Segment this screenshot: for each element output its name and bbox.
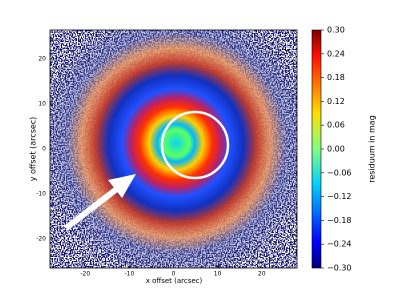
x-axis-label: x offset (arcsec) [146, 277, 203, 285]
arrow [64, 174, 136, 231]
colorbar-label: residuum in mag [368, 115, 377, 183]
colorbar-tick-label: −0.12 [327, 192, 352, 201]
y-tick-label: -10 [36, 190, 46, 197]
y-tick-label: 0 [42, 146, 46, 153]
colorbar-tick-label: 0.00 [327, 145, 345, 154]
colorbar-tick-label: 0.24 [327, 49, 345, 58]
colorbar-tick-label: −0.30 [327, 264, 352, 273]
y-tick-label: 10 [38, 101, 46, 108]
colorbar-tick-label: 0.06 [327, 121, 345, 130]
colorbar-tick-label: 0.18 [327, 73, 345, 82]
y-axis-label: y offset (arcsec) [29, 117, 38, 182]
colorbar-tick-label: 0.12 [327, 97, 345, 106]
residual-image [50, 30, 297, 268]
x-tick-label: -10 [124, 271, 134, 278]
x-tick-label: 20 [258, 271, 266, 278]
x-tick-label: -20 [80, 271, 90, 278]
colorbar-tick-label: 0.30 [327, 26, 345, 35]
colorbar-tick-label: −0.18 [327, 216, 352, 225]
y-tick-label: -20 [36, 235, 46, 242]
y-tick-label: 20 [38, 56, 46, 63]
colorbar-tick-label: −0.24 [327, 240, 352, 249]
highlight-circle [160, 110, 230, 180]
colorbar [311, 29, 322, 269]
colorbar-tick-label: −0.06 [327, 168, 352, 177]
x-tick-label: 0 [172, 271, 176, 278]
x-tick-label: 10 [214, 271, 222, 278]
